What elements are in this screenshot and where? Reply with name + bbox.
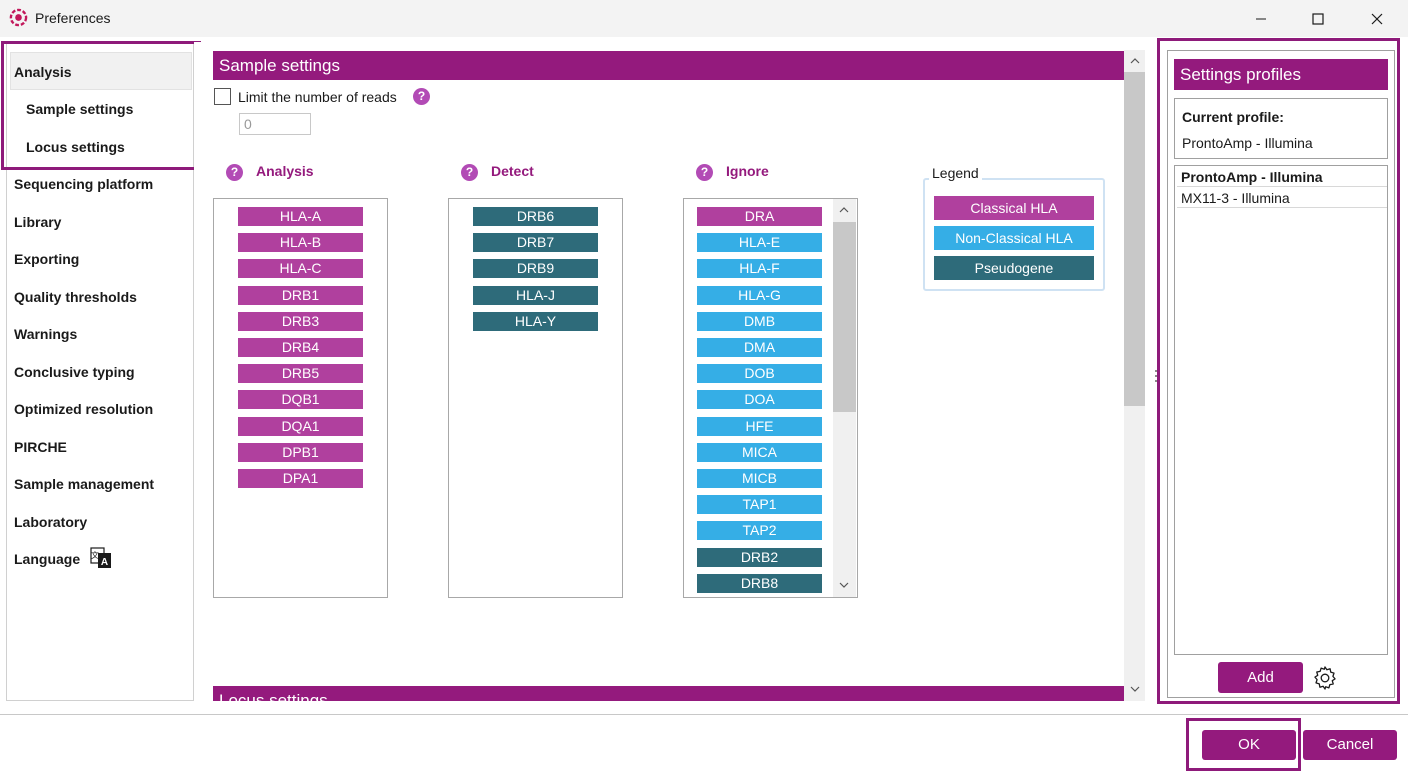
current-profile-label: Current profile: bbox=[1182, 109, 1284, 125]
locus-chip-mica[interactable]: MICA bbox=[697, 442, 822, 462]
legend-classical: Classical HLA bbox=[934, 196, 1094, 220]
profiles-highlight-frame bbox=[1157, 38, 1400, 704]
ignore-help-icon[interactable]: ? bbox=[696, 164, 713, 181]
main-scroll-up-icon[interactable] bbox=[1129, 56, 1141, 66]
profiles-header: Settings profiles bbox=[1174, 59, 1388, 90]
legend-nonclassical: Non-Classical HLA bbox=[934, 226, 1094, 250]
svg-text:文: 文 bbox=[91, 550, 99, 560]
locus-chip-drb9[interactable]: DRB9 bbox=[473, 259, 598, 279]
current-profile-value: ProntoAmp - Illumina bbox=[1182, 135, 1313, 151]
nav-item-optimized-resolution[interactable]: Optimized resolution bbox=[14, 401, 154, 417]
nav-item-warnings[interactable]: Warnings bbox=[14, 326, 78, 342]
nav-item-analysis[interactable]: Analysis bbox=[14, 64, 72, 80]
locus-chip-hla-a[interactable]: HLA-A bbox=[238, 207, 363, 226]
svg-text:A: A bbox=[101, 557, 108, 568]
scroll-down-icon[interactable] bbox=[838, 580, 850, 590]
locus-chip-dra[interactable]: DRA bbox=[697, 207, 822, 226]
locus-chip-hfe[interactable]: HFE bbox=[697, 416, 822, 436]
nav-item-language[interactable]: Language bbox=[14, 551, 81, 567]
limit-reads-checkbox[interactable] bbox=[214, 88, 231, 105]
ignore-list-scroll-thumb[interactable] bbox=[833, 222, 856, 412]
locus-chip-drb1[interactable]: DRB1 bbox=[238, 285, 363, 305]
profile-list bbox=[1174, 165, 1388, 655]
locus-chip-hla-b[interactable]: HLA-B bbox=[238, 233, 363, 253]
main-scroll-down-icon[interactable] bbox=[1129, 684, 1141, 694]
nav-item-laboratory[interactable]: Laboratory bbox=[14, 514, 88, 530]
locus-chip-hla-y[interactable]: HLA-Y bbox=[473, 311, 598, 331]
locus-chip-dob[interactable]: DOB bbox=[697, 364, 822, 384]
locus-chip-dmb[interactable]: DMB bbox=[697, 311, 822, 331]
scroll-up-icon[interactable] bbox=[838, 205, 850, 215]
profile-item-mx11[interactable]: MX11-3 - Illumina bbox=[1177, 188, 1387, 208]
splitter-grip-icon[interactable] bbox=[1154, 368, 1158, 384]
nav-item-pirche[interactable]: PIRCHE bbox=[14, 439, 67, 455]
main-scroll-thumb[interactable] bbox=[1124, 72, 1145, 406]
nav-item-sample-settings[interactable]: Sample settings bbox=[26, 101, 134, 117]
help-icon[interactable]: ? bbox=[413, 88, 430, 105]
nav-highlight-frame bbox=[1, 41, 201, 170]
gear-icon[interactable] bbox=[1312, 665, 1338, 691]
close-button[interactable] bbox=[1354, 0, 1400, 37]
locus-chip-hla-g[interactable]: HLA-G bbox=[697, 285, 822, 305]
locus-chip-micb[interactable]: MICB bbox=[697, 469, 822, 488]
nav-item-exporting[interactable]: Exporting bbox=[14, 251, 80, 267]
nav-item-sample-management[interactable]: Sample management bbox=[14, 476, 155, 492]
locus-chip-hla-e[interactable]: HLA-E bbox=[697, 233, 822, 253]
detect-help-icon[interactable]: ? bbox=[461, 164, 478, 181]
profile-item-prontoamp[interactable]: ProntoAmp - Illumina bbox=[1177, 167, 1387, 187]
locus-chip-dpa1[interactable]: DPA1 bbox=[238, 469, 363, 488]
limit-reads-label: Limit the number of reads bbox=[238, 89, 397, 105]
window-title: Preferences bbox=[35, 10, 111, 26]
locus-chip-dpb1[interactable]: DPB1 bbox=[238, 442, 363, 462]
title-bar: Preferences bbox=[0, 0, 1408, 37]
analysis-column-title: Analysis bbox=[256, 163, 314, 179]
locus-chip-tap1[interactable]: TAP1 bbox=[697, 495, 822, 515]
sample-settings-header: Sample settings bbox=[213, 51, 1124, 80]
ok-button[interactable]: OK bbox=[1202, 730, 1296, 760]
locus-chip-hla-j[interactable]: HLA-J bbox=[473, 285, 598, 305]
locus-chip-drb4[interactable]: DRB4 bbox=[238, 338, 363, 357]
detect-list[interactable] bbox=[448, 198, 623, 598]
nav-item-library[interactable]: Library bbox=[14, 214, 62, 230]
locus-chip-drb8[interactable]: DRB8 bbox=[697, 573, 822, 593]
maximize-icon bbox=[1312, 12, 1324, 25]
current-profile-box bbox=[1174, 98, 1388, 159]
locus-chip-drb5[interactable]: DRB5 bbox=[238, 364, 363, 384]
locus-settings-header-clip: Locus settings bbox=[213, 686, 1124, 701]
ignore-column-title: Ignore bbox=[726, 163, 769, 179]
translate-icon: A 文 bbox=[90, 547, 111, 568]
settings-nav bbox=[6, 42, 194, 701]
cancel-button[interactable]: Cancel bbox=[1303, 730, 1397, 760]
app-logo-icon bbox=[9, 8, 28, 27]
ok-highlight-frame bbox=[1186, 718, 1301, 771]
locus-chip-dma[interactable]: DMA bbox=[697, 338, 822, 357]
locus-chip-hla-f[interactable]: HLA-F bbox=[697, 259, 822, 279]
analysis-help-icon[interactable]: ? bbox=[226, 164, 243, 181]
close-icon bbox=[1371, 13, 1383, 24]
locus-chip-drb3[interactable]: DRB3 bbox=[238, 311, 363, 331]
nav-item-locus-settings[interactable]: Locus settings bbox=[26, 139, 125, 155]
footer-divider bbox=[0, 714, 1408, 715]
maximize-button[interactable] bbox=[1295, 0, 1341, 37]
locus-chip-tap2[interactable]: TAP2 bbox=[697, 521, 822, 541]
locus-chip-dqa1[interactable]: DQA1 bbox=[238, 416, 363, 436]
locus-settings-header: Locus settings bbox=[213, 686, 1124, 701]
locus-chip-drb6[interactable]: DRB6 bbox=[473, 207, 598, 226]
locus-chip-hla-c[interactable]: HLA-C bbox=[238, 259, 363, 279]
locus-chip-drb2[interactable]: DRB2 bbox=[697, 547, 822, 567]
limit-reads-input[interactable]: 0 bbox=[239, 113, 311, 135]
locus-chip-drb7[interactable]: DRB7 bbox=[473, 233, 598, 253]
locus-chip-doa[interactable]: DOA bbox=[697, 390, 822, 410]
nav-item-conclusive-typing[interactable]: Conclusive typing bbox=[14, 364, 135, 380]
detect-column-title: Detect bbox=[491, 163, 534, 179]
locus-chip-dqb1[interactable]: DQB1 bbox=[238, 390, 363, 410]
legend-title: Legend bbox=[929, 165, 982, 181]
nav-selection bbox=[10, 52, 192, 90]
minimize-icon bbox=[1256, 18, 1266, 19]
add-profile-button[interactable]: Add bbox=[1218, 662, 1303, 693]
nav-item-sequencing-platform[interactable]: Sequencing platform bbox=[14, 176, 154, 192]
nav-item-quality-thresholds[interactable]: Quality thresholds bbox=[14, 289, 137, 305]
legend-pseudogene: Pseudogene bbox=[934, 256, 1094, 280]
minimize-button[interactable] bbox=[1238, 0, 1284, 37]
